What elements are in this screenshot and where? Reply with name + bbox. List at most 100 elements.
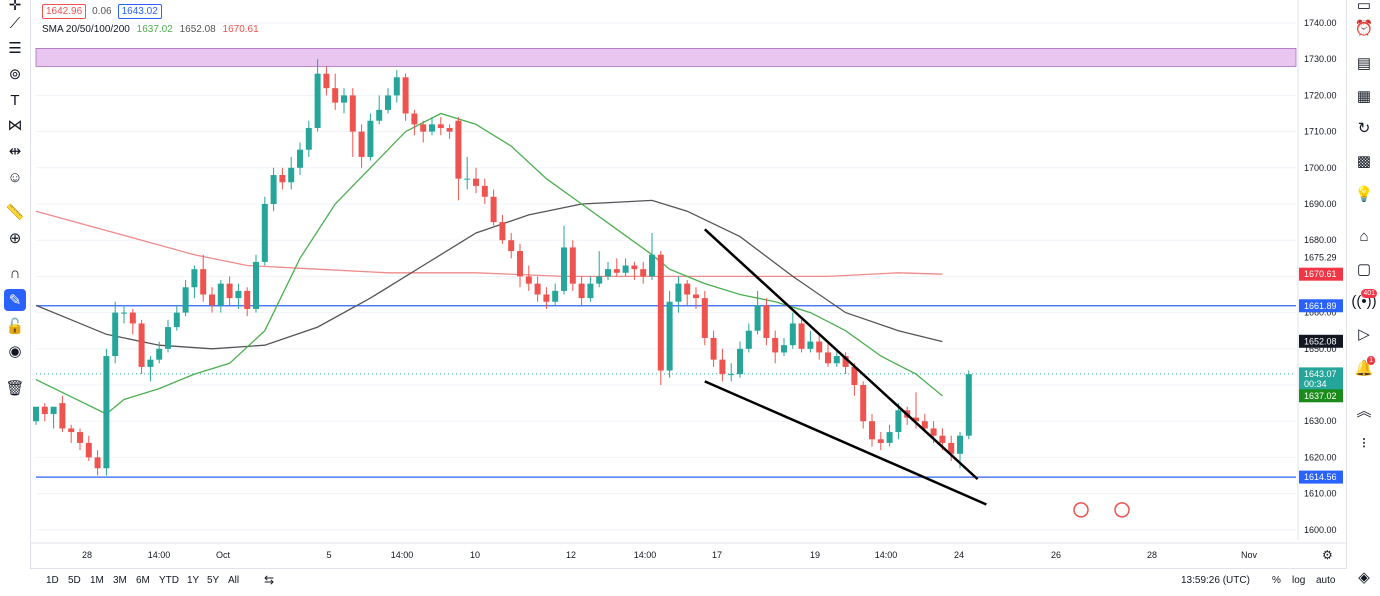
price-label-plain: 1675.29 xyxy=(1304,252,1337,262)
hotlist-icon[interactable]: ↻ xyxy=(1357,120,1371,137)
left-drawing-toolbar: ✛ ⟋ ☰ ⊚ T ⋈ ⇹ ☺ 📏 ⊕ ∩ ✎ 🔓 ◉ 🗑 xyxy=(0,0,31,595)
candle xyxy=(578,276,585,306)
candle-body xyxy=(578,283,585,299)
bell-badge: 1 xyxy=(1367,356,1375,365)
candle-body xyxy=(877,439,884,443)
price-tick-label: 1620.00 xyxy=(1304,452,1337,462)
lock-icon[interactable]: 🔓 xyxy=(5,318,25,335)
eye-icon[interactable]: ◉ xyxy=(8,343,22,360)
chat2-icon[interactable]: ▢ xyxy=(1356,261,1372,278)
candle-body xyxy=(534,283,541,295)
range-6m[interactable]: 6M xyxy=(136,575,150,586)
trend-line-icon[interactable]: ⟋ xyxy=(9,14,21,32)
clock-readout[interactable]: 13:59:26 (UTC) xyxy=(1181,575,1250,586)
candle-body xyxy=(552,290,559,302)
ruler-icon[interactable]: 📏 xyxy=(5,204,25,221)
price-tick-label: 1650.00 xyxy=(1304,344,1337,354)
date-range-icon[interactable]: ⇆ xyxy=(264,573,275,587)
candle xyxy=(640,261,647,284)
candle xyxy=(622,258,629,277)
pattern-icon[interactable]: ⋈ xyxy=(7,117,23,134)
candle xyxy=(666,290,673,378)
settings-gear-icon[interactable]: ⚙ xyxy=(1322,548,1333,562)
candle-body xyxy=(605,269,611,277)
datawindow-icon[interactable]: ▦ xyxy=(1356,88,1372,105)
trash-icon[interactable]: 🗑 xyxy=(5,380,25,397)
candle xyxy=(173,305,180,331)
price-label-box xyxy=(1299,299,1343,313)
auto-toggle[interactable]: auto xyxy=(1316,575,1336,586)
candle-body xyxy=(50,406,57,414)
candle xyxy=(534,276,541,302)
candle-body xyxy=(226,283,233,299)
candle-body xyxy=(789,323,796,346)
range-1y[interactable]: 1Y xyxy=(187,575,200,586)
chart-area[interactable]: 1740.00 1730.00 1720.00 1710.00 1700.00 1690.… xyxy=(30,0,1347,568)
lock-draw-icon[interactable]: ✎ xyxy=(4,289,26,311)
candle-body xyxy=(77,432,83,443)
ask-price[interactable]: 1643.02 xyxy=(117,4,162,19)
price-tick-label: 1710.00 xyxy=(1304,127,1337,137)
emoji-icon[interactable]: ☺ xyxy=(7,168,23,186)
candle xyxy=(367,113,374,161)
price-label-box xyxy=(1299,377,1343,391)
candle-body xyxy=(508,240,515,252)
log-toggle[interactable]: log xyxy=(1292,575,1306,586)
price-tick-label: 1600.00 xyxy=(1304,525,1337,535)
alarm-icon[interactable]: ⏰ xyxy=(1354,20,1374,37)
layers-icon[interactable]: ◈ xyxy=(1358,569,1370,586)
candle-body xyxy=(657,254,664,371)
time-tick-label: 24 xyxy=(954,550,964,560)
candle-body xyxy=(939,435,946,443)
text-icon[interactable]: T xyxy=(10,91,20,109)
candle xyxy=(737,341,743,378)
candle xyxy=(411,109,418,136)
candle-body xyxy=(490,196,497,223)
calendar-icon[interactable]: ▩ xyxy=(1356,153,1372,170)
price-tick-label: 1630.00 xyxy=(1304,416,1337,426)
candle xyxy=(552,283,559,306)
candle-body xyxy=(235,290,242,299)
candle-body xyxy=(173,312,180,328)
help-icon[interactable]: ⁝ xyxy=(1361,435,1367,452)
spread-value: 0.06 xyxy=(92,6,112,17)
range-5d[interactable]: 5D xyxy=(68,575,81,586)
candle-body xyxy=(613,269,620,273)
time-tick-label: 17 xyxy=(712,550,722,560)
candle xyxy=(543,287,550,309)
candle-body xyxy=(261,204,268,262)
range-5y[interactable]: 5Y xyxy=(207,575,220,586)
candle-body xyxy=(94,457,101,469)
candle xyxy=(420,120,427,143)
candle xyxy=(244,287,251,317)
magnet-icon[interactable]: ∩ xyxy=(9,264,21,282)
range-1m[interactable]: 1M xyxy=(90,575,104,586)
candle xyxy=(323,66,330,96)
brush-icon[interactable]: ⊚ xyxy=(8,66,22,83)
fib-icon[interactable]: ☰ xyxy=(8,40,22,57)
price-chart[interactable]: 1740.00 1730.00 1720.00 1710.00 1700.00 1690.… xyxy=(30,0,1347,568)
candle-body xyxy=(367,120,374,157)
chevrons-icon[interactable]: ︽ xyxy=(1356,402,1372,420)
stream-icon[interactable]: ▷ xyxy=(1358,326,1370,343)
sma-legend[interactable]: SMA 20/50/100/200 1637.02 1652.08 1670.6… xyxy=(42,24,259,35)
bid-price[interactable]: 1642.96 xyxy=(42,4,87,19)
range-1d[interactable]: 1D xyxy=(46,575,59,586)
chat-icon[interactable]: ⌂ xyxy=(1359,227,1369,245)
candle-body xyxy=(481,185,488,197)
candle xyxy=(605,261,611,281)
range-3m[interactable]: 3M xyxy=(113,575,127,586)
us-event-icon xyxy=(1073,502,1089,518)
watchlist-icon[interactable]: ▭ xyxy=(1356,0,1372,14)
candle-body xyxy=(305,127,312,150)
crosshair-icon[interactable]: ✛ xyxy=(8,0,22,14)
percent-toggle[interactable]: % xyxy=(1272,575,1281,586)
range-all[interactable]: All xyxy=(228,575,240,586)
candle-body xyxy=(437,124,444,128)
range-ytd[interactable]: YTD xyxy=(159,575,179,586)
zoom-icon[interactable]: ⊕ xyxy=(8,230,22,247)
measure-icon[interactable]: ⇹ xyxy=(8,143,22,160)
candle xyxy=(948,435,955,462)
idea-icon[interactable]: 💡 xyxy=(1354,186,1374,203)
news-icon[interactable]: ▤ xyxy=(1356,55,1372,72)
